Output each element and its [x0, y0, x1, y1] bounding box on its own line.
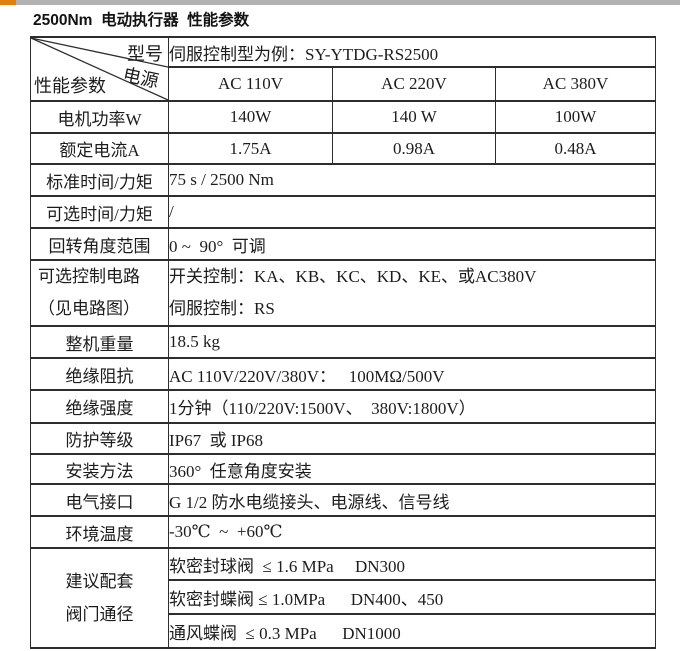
table-row-protection-class: 防护等级 IP67 或 IP68: [30, 422, 656, 455]
table-row-standard-time: 标准时间/力矩 75 s / 2500 Nm: [30, 163, 656, 197]
table-row-control-circuit: 可选控制电路 （见电路图） 开关控制：KA、KB、KC、KD、KE、或AC380…: [30, 259, 656, 327]
spec-value: 1.75A: [168, 132, 333, 165]
spec-value: 软密封球阀 ≤ 1.6 MPa DN300: [168, 547, 656, 581]
spec-value: /: [168, 195, 656, 229]
table-row-insulation-strength: 绝缘强度 1分钟（110/220V:1500V、 380V:1800V）: [30, 389, 656, 424]
spec-label: 环境温度: [30, 515, 169, 549]
table-row-mounting: 安装方法 360° 任意角度安装: [30, 453, 656, 485]
spec-value: 通风蝶阀 ≤ 0.3 MPa DN1000: [168, 613, 656, 649]
spec-value: 0.98A: [332, 132, 496, 165]
spec-label: 可选控制电路 （见电路图）: [30, 259, 169, 327]
spec-value: 1分钟（110/220V:1500V、 380V:1800V）: [168, 389, 656, 424]
spec-value: G 1/2 防水电缆接头、电源线、信号线: [168, 483, 656, 517]
corner-label-model: 型号: [127, 44, 163, 64]
top-accent-bar: [0, 0, 16, 5]
spec-label: 建议配套 阀门通径: [30, 547, 169, 649]
corner-header-cell: 型号 电源 性能参数: [30, 36, 169, 102]
table-row-valve-3: 通风蝶阀 ≤ 0.3 MPa DN1000: [31, 613, 656, 649]
table-row-power-headers: AC 110V AC 220V AC 380V: [31, 66, 656, 102]
spec-label: 整机重量: [30, 325, 169, 359]
spec-label: 电机功率W: [30, 100, 169, 134]
power-header-ac380: AC 380V: [495, 66, 656, 102]
spec-label: 标准时间/力矩: [30, 163, 169, 197]
spec-label: 可选时间/力矩: [30, 195, 169, 229]
spec-label: 电气接口: [30, 483, 169, 517]
spec-value: 140W: [168, 100, 333, 134]
table-row-weight: 整机重量 18.5 kg: [30, 325, 656, 359]
spec-value: 18.5 kg: [168, 325, 656, 359]
table-row-model: 型号 电源 性能参数 伺服控制型为例：SY-YTDG-RS2500: [30, 36, 656, 102]
spec-table: 型号 电源 性能参数 伺服控制型为例：SY-YTDG-RS2500 AC 110…: [30, 36, 656, 649]
table-row-electrical-interface: 电气接口 G 1/2 防水电缆接头、电源线、信号线: [30, 483, 656, 517]
table-row-rotation-range: 回转角度范围 0 ~ 90° 可调: [30, 227, 656, 261]
power-header-ac220: AC 220V: [332, 66, 496, 102]
spec-label: 防护等级: [30, 422, 169, 455]
spec-value: 100W: [495, 100, 656, 134]
table-row-valve-1: 建议配套 阀门通径 软密封球阀 ≤ 1.6 MPa DN300: [30, 547, 656, 649]
spec-value: 开关控制：KA、KB、KC、KD、KE、或AC380V 伺服控制：RS: [168, 259, 656, 327]
spec-label-line1: 建议配套: [65, 572, 134, 591]
spec-label: 绝缘强度: [30, 389, 169, 424]
spec-label: 额定电流A: [30, 132, 169, 165]
diagonal-lines: [31, 39, 168, 99]
spec-label-line2: （见电路图）: [38, 299, 140, 318]
spec-value-line2: 伺服控制：RS: [169, 299, 275, 318]
page-title: 2500Nm 电动执行器 性能参数: [33, 12, 250, 29]
spec-value: IP67 或 IP68: [168, 422, 656, 455]
table-row-optional-time: 可选时间/力矩 /: [30, 195, 656, 229]
power-header-ac110: AC 110V: [168, 66, 333, 102]
spec-label: 绝缘阻抗: [30, 357, 169, 391]
spec-value: -30℃ ~ +60℃: [168, 515, 656, 549]
top-divider-bar: [16, 0, 680, 5]
spec-value: 0 ~ 90° 可调: [168, 227, 656, 261]
table-row-insulation-resistance: 绝缘阻抗 AC 110V/220V/380V： 100MΩ/500V: [30, 357, 656, 391]
spec-value-line1: 开关控制：KA、KB、KC、KD、KE、或AC380V: [169, 267, 537, 286]
table-row-valve-2: 软密封蝶阀 ≤ 1.0MPa DN400、450: [31, 579, 656, 615]
spec-label-line1: 可选控制电路: [38, 267, 140, 286]
table-row-ambient-temperature: 环境温度 -30℃ ~ +60℃: [30, 515, 656, 549]
spec-value: AC 110V/220V/380V： 100MΩ/500V: [168, 357, 656, 391]
corner-label-params: 性能参数: [34, 76, 106, 96]
spec-value: 软密封蝶阀 ≤ 1.0MPa DN400、450: [168, 579, 656, 615]
spec-label: 安装方法: [30, 453, 169, 485]
model-example-cell: 伺服控制型为例：SY-YTDG-RS2500: [168, 36, 656, 68]
spec-value: 0.48A: [495, 132, 656, 165]
spec-value: 360° 任意角度安装: [168, 453, 656, 485]
table-row-rated-current: 额定电流A 1.75A 0.98A 0.48A: [30, 132, 656, 165]
spec-value: 75 s / 2500 Nm: [168, 163, 656, 197]
spec-label: 回转角度范围: [30, 227, 169, 261]
spec-label-line2: 阀门通径: [65, 605, 134, 624]
table-row-motor-power: 电机功率W 140W 140 W 100W: [30, 100, 656, 134]
spec-value: 140 W: [332, 100, 496, 134]
